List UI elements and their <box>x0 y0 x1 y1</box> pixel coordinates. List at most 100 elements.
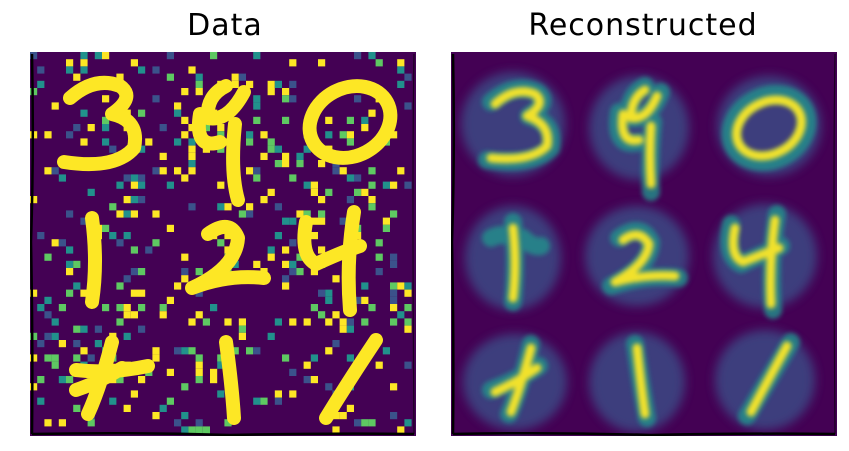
noise-pixel <box>368 181 376 189</box>
noise-pixel <box>382 181 390 189</box>
noise-pixel <box>274 203 282 211</box>
noise-pixel <box>390 383 398 391</box>
noise-pixel <box>274 232 282 240</box>
noise-pixel <box>390 412 398 420</box>
noise-pixel <box>260 131 268 139</box>
noise-pixel <box>346 116 354 124</box>
noise-pixel <box>94 52 102 60</box>
noise-pixel <box>30 88 38 96</box>
noise-pixel <box>138 289 146 297</box>
noise-pixel <box>181 275 189 283</box>
noise-pixel <box>174 109 182 117</box>
noise-pixel <box>390 289 398 297</box>
noise-pixel <box>282 275 290 283</box>
noise-pixel <box>80 109 88 117</box>
noise-pixel <box>267 138 275 146</box>
noise-pixel <box>166 52 174 60</box>
noise-pixel <box>37 232 45 240</box>
noise-pixel <box>123 275 131 283</box>
noise-pixel <box>66 289 74 297</box>
noise-pixel <box>109 203 117 211</box>
noise-pixel <box>368 109 376 117</box>
noise-pixel <box>217 354 225 362</box>
noise-pixel <box>217 203 225 211</box>
noise-pixel <box>238 332 246 340</box>
noise-pixel <box>339 131 347 139</box>
noise-pixel <box>346 138 354 146</box>
noise-pixel <box>267 246 275 254</box>
digit-2 <box>185 220 271 295</box>
noise-pixel <box>397 167 405 175</box>
digit-4-b <box>297 205 367 317</box>
noise-pixel <box>354 95 362 103</box>
noise-pixel <box>73 73 81 81</box>
noise-pixel <box>325 188 333 196</box>
noise-pixel <box>58 174 66 182</box>
noise-pixel <box>224 203 232 211</box>
noise-pixel <box>303 145 311 153</box>
noise-pixel <box>202 124 210 132</box>
noise-pixel <box>123 311 131 319</box>
noise-pixel <box>310 188 318 196</box>
noise-pixel <box>217 145 225 153</box>
noise-pixel <box>253 397 261 405</box>
noise-pixel <box>195 376 203 384</box>
noise-pixel <box>246 203 254 211</box>
noise-pixel <box>382 224 390 232</box>
noise-pixel <box>123 304 131 312</box>
noise-pixel <box>166 224 174 232</box>
noise-pixel <box>123 232 131 240</box>
noise-pixel <box>116 376 124 384</box>
noise-pixel <box>181 253 189 261</box>
noise-pixel <box>123 332 131 340</box>
noise-pixel <box>260 397 268 405</box>
noise-pixel <box>123 404 131 412</box>
noise-pixel <box>231 73 239 81</box>
noise-pixel <box>260 152 268 160</box>
noise-pixel <box>159 124 167 132</box>
noise-pixel <box>404 361 412 369</box>
noise-pixel <box>195 289 203 297</box>
noise-pixel <box>166 368 174 376</box>
noise-pixel <box>368 304 376 312</box>
noise-pixel <box>51 361 59 369</box>
noise-pixel <box>159 311 167 319</box>
noise-pixel <box>73 404 81 412</box>
noise-pixel <box>274 145 282 153</box>
noise-pixel <box>66 59 74 67</box>
noise-pixel <box>58 376 66 384</box>
noise-pixel <box>58 419 66 427</box>
noise-pixel <box>152 167 160 175</box>
noise-pixel <box>138 109 146 117</box>
noise-pixel <box>318 217 326 225</box>
noise-pixel <box>130 196 138 204</box>
noise-pixel <box>130 210 138 218</box>
noise-pixel <box>375 239 383 247</box>
noisy-digits-image <box>30 52 416 436</box>
noise-pixel <box>253 347 261 355</box>
noise-pixel <box>404 102 412 110</box>
noise-pixel <box>102 52 110 60</box>
noise-pixel <box>238 73 246 81</box>
reconstructed-digits-image <box>451 52 837 436</box>
noise-pixel <box>238 318 246 326</box>
noise-pixel <box>282 88 290 96</box>
noise-pixel <box>318 311 326 319</box>
noise-pixel <box>339 412 347 420</box>
noise-pixel <box>332 311 340 319</box>
noise-pixel <box>368 419 376 427</box>
noise-pixel <box>404 282 412 290</box>
noise-pixel <box>231 80 239 88</box>
noise-pixel <box>109 145 117 153</box>
noise-pixel <box>130 174 138 182</box>
noise-pixel <box>181 88 189 96</box>
noise-pixel <box>166 397 174 405</box>
noise-pixel <box>332 167 340 175</box>
reconstructed-image-panel <box>451 52 837 436</box>
noise-pixel <box>166 73 174 81</box>
noise-pixel <box>102 224 110 232</box>
noise-pixel <box>181 412 189 420</box>
noise-pixel <box>282 95 290 103</box>
noise-pixel <box>361 296 369 304</box>
noise-pixel <box>289 59 297 67</box>
